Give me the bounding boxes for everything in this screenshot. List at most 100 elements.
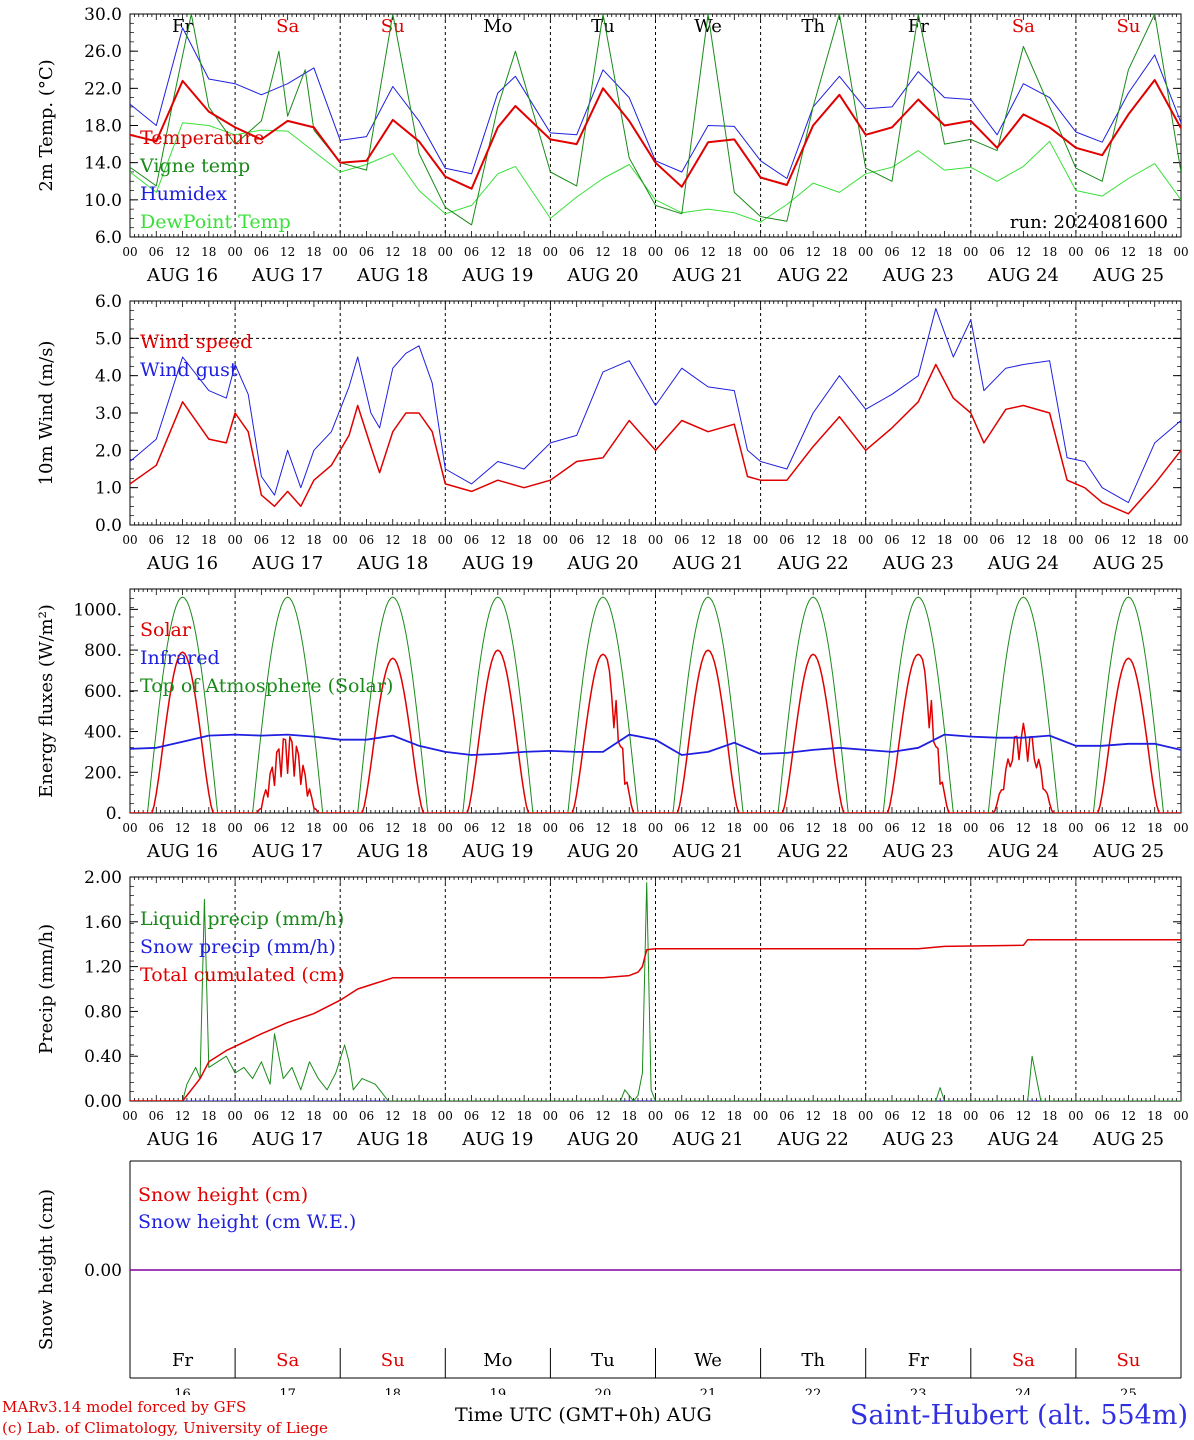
y-tick-label: 6.0 (95, 292, 122, 312)
date-label: AUG 20 (566, 265, 638, 286)
panel-3-frame: 00 06 12 18 00 06 12 18 00 06 12 18 00 06 12 18 00 06 12 18… (122, 588, 1189, 862)
date-label: AUG 17 (251, 265, 323, 286)
wind-legend-entry: Wind speed (140, 331, 252, 353)
hour-tick-label: 00 (1173, 245, 1188, 259)
hour-tick-label: 00 (333, 1109, 348, 1123)
hour-tick-label: 00 (963, 821, 978, 835)
hour-tick-label: 00 (1173, 821, 1188, 835)
hour-tick-label: 18 (411, 245, 426, 259)
hour-tick-label: 00 (1068, 821, 1083, 835)
y-tick-label: 0.80 (84, 1002, 122, 1022)
date-label: AUG 21 (671, 1129, 743, 1150)
hour-tick-label: 06 (359, 245, 374, 259)
hour-tick-label: 06 (359, 533, 374, 547)
hour-tick-label: 12 (385, 245, 400, 259)
hour-tick-label: 06 (989, 1109, 1004, 1123)
date-label: AUG 17 (251, 1129, 323, 1150)
weekday-label: Sa (1012, 16, 1035, 37)
hour-tick-label: 00 (1173, 533, 1188, 547)
hour-tick-label: 06 (674, 821, 689, 835)
weekday-label: Th (801, 1350, 825, 1371)
date-label: AUG 22 (777, 841, 849, 862)
hour-tick-label: 00 (648, 821, 663, 835)
date-label: AUG 24 (987, 265, 1059, 286)
hour-tick-label: 00 (438, 245, 453, 259)
hour-tick-label: 12 (700, 533, 715, 547)
y-tick-label: 400. (84, 723, 122, 743)
weekday-label: Su (381, 16, 405, 37)
date-label: AUG 18 (356, 1129, 428, 1150)
hour-tick-label: 00 (122, 533, 137, 547)
date-label: AUG 21 (671, 553, 743, 574)
temp-legend-entry: Temperature (140, 127, 264, 149)
hour-tick-label: 06 (1095, 245, 1110, 259)
y-tick-label: 6.0 (95, 228, 122, 248)
hour-tick-label: 06 (674, 533, 689, 547)
hour-tick-label: 00 (543, 245, 558, 259)
weekday-label: Su (381, 1350, 405, 1371)
hour-tick-label: 18 (622, 245, 637, 259)
hour-tick-label: 00 (858, 245, 873, 259)
day-number-label: 20 (595, 1387, 612, 1395)
weekday-label: We (694, 1350, 722, 1371)
hour-tick-label: 00 (753, 533, 768, 547)
hour-tick-label: 00 (543, 821, 558, 835)
hour-tick-label: 18 (201, 533, 216, 547)
hour-tick-label: 12 (1016, 245, 1031, 259)
y-tick-label: 0.00 (84, 1261, 122, 1281)
y-tick-label: 1.20 (84, 958, 122, 978)
weekday-label: Su (1116, 16, 1140, 37)
hour-tick-label: 18 (727, 821, 742, 835)
hour-tick-label: 12 (595, 821, 610, 835)
hour-tick-label: 12 (806, 821, 821, 835)
hour-tick-label: 06 (464, 821, 479, 835)
date-label: AUG 24 (987, 841, 1059, 862)
hour-tick-label: 06 (884, 821, 899, 835)
hour-tick-label: 18 (516, 533, 531, 547)
date-label: AUG 16 (146, 265, 218, 286)
hour-tick-label: 18 (411, 821, 426, 835)
hour-tick-label: 18 (832, 1109, 847, 1123)
hour-tick-label: 00 (333, 533, 348, 547)
hour-tick-label: 18 (1042, 533, 1057, 547)
hour-tick-label: 00 (963, 245, 978, 259)
hour-tick-label: 12 (385, 533, 400, 547)
hour-tick-label: 00 (122, 245, 137, 259)
hour-tick-label: 00 (963, 1109, 978, 1123)
y-tick-label: 30.0 (84, 5, 122, 25)
hour-tick-label: 12 (175, 245, 190, 259)
y-tick-label: 0.0 (95, 516, 122, 536)
hour-tick-label: 06 (149, 1109, 164, 1123)
hour-tick-label: 12 (595, 1109, 610, 1123)
precip-legend-entry: Liquid precip (mm/h) (140, 908, 344, 930)
weekday-label: Fr (172, 16, 193, 37)
flux-legend-entry: Solar (140, 619, 192, 641)
wind-legend-entry: Wind gust (140, 359, 238, 381)
hour-tick-label: 06 (779, 1109, 794, 1123)
day-number-label: 21 (700, 1387, 717, 1395)
date-label: AUG 22 (777, 1129, 849, 1150)
hour-tick-label: 18 (1147, 533, 1162, 547)
hour-tick-label: 06 (884, 245, 899, 259)
temp-series-line (130, 122, 1181, 223)
hour-tick-label: 00 (1173, 1109, 1188, 1123)
y-tick-label: 14.0 (84, 154, 122, 174)
weekday-label: Fr (172, 1350, 193, 1371)
precip-legend-entry: Total cumulated (cm) (140, 964, 345, 986)
hour-tick-label: 12 (490, 821, 505, 835)
hour-tick-label: 06 (779, 821, 794, 835)
infrared-line (130, 733, 1181, 756)
hour-tick-label: 00 (438, 533, 453, 547)
hour-tick-label: 00 (438, 821, 453, 835)
date-label: AUG 21 (671, 841, 743, 862)
hour-tick-label: 00 (753, 1109, 768, 1123)
hour-tick-label: 06 (779, 245, 794, 259)
day-number-label: 25 (1120, 1387, 1137, 1395)
hour-tick-label: 00 (753, 245, 768, 259)
date-label: AUG 16 (146, 553, 218, 574)
y-tick-label: 10.0 (84, 191, 122, 211)
hour-tick-label: 18 (832, 821, 847, 835)
hour-tick-label: 12 (700, 245, 715, 259)
temp-series-line (130, 79, 1181, 190)
hour-tick-label: 06 (359, 1109, 374, 1123)
